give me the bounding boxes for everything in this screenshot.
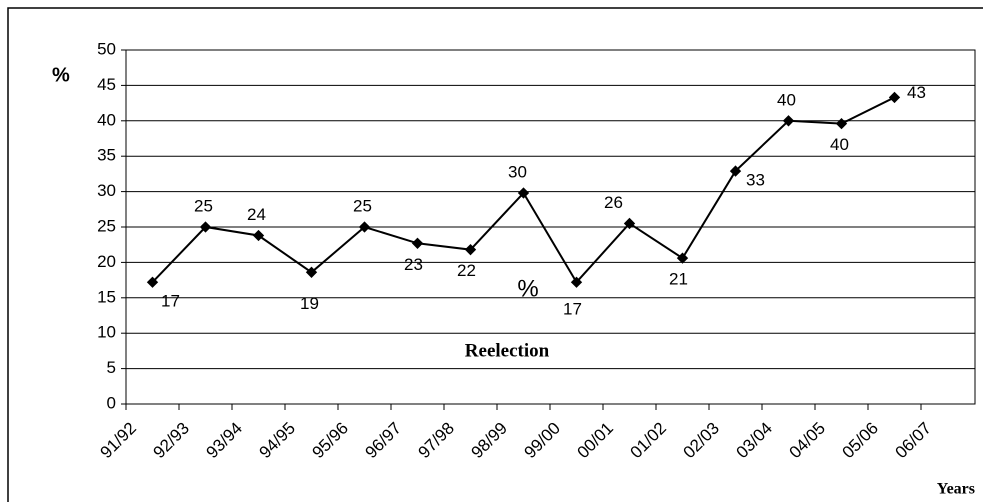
frame [7,7,983,502]
x-tick-label: 91/92 [96,419,140,463]
marker [146,276,159,288]
x-tick-label: 97/98 [414,419,458,463]
y-tick-label: 0 [107,393,116,412]
data-label: 26 [604,193,623,212]
y-tick-label: 50 [97,39,116,58]
data-label: 40 [777,90,796,109]
marker [729,165,742,177]
data-label: 22 [457,261,476,280]
marker [835,117,848,130]
marker [252,229,265,242]
marker [623,217,636,230]
x-tick-label: 96/97 [361,419,405,463]
data-label: 25 [194,196,213,215]
x-tick-label: 01/02 [626,419,670,463]
marker [358,221,371,233]
marker [305,266,318,278]
data-label: 21 [669,270,688,289]
marker [464,243,477,256]
data-label: 17 [161,292,180,311]
data-label: 40 [830,135,849,154]
y-tick-label: 25 [97,216,116,235]
marker [199,221,212,233]
x-tick-label: 92/93 [149,419,193,463]
y-tick-label: 10 [97,323,116,342]
x-tick-label: 93/94 [202,419,246,463]
marker [888,91,901,104]
x-tick-label: 05/06 [838,419,882,463]
x-tick-label: 00/01 [573,419,617,463]
marker [517,187,530,199]
data-label: 25 [353,196,372,215]
y-tick-label: 40 [97,110,116,129]
x-tick-label: 06/07 [891,419,935,463]
x-tick-label: 04/05 [785,419,829,463]
data-label: 19 [300,294,319,313]
x-tick-label: 03/04 [732,419,776,463]
x-tick-label: 02/03 [679,419,723,463]
y-tick-label: 30 [97,181,116,200]
x-tick-label: 99/00 [520,419,564,463]
data-label: 24 [247,205,266,224]
x-tick-label: 98/99 [467,419,511,463]
y-axis-label: % [52,64,70,86]
data-label: 33 [746,171,765,190]
y-tick-label: 35 [97,146,116,165]
annotation: Reelection [465,340,550,361]
marker [411,237,424,249]
x-tick-label: 94/95 [255,419,299,463]
data-label: 23 [404,255,423,274]
x-axis-label: Years [937,481,975,498]
y-tick-label: 20 [97,252,116,271]
data-label: 43 [907,83,926,102]
data-label: 30 [508,163,527,182]
data-label: 17 [563,300,582,319]
y-tick-label: 5 [107,358,116,377]
annotation: % [517,275,538,302]
y-tick-label: 15 [97,287,116,306]
x-tick-label: 95/96 [308,419,352,463]
marker [570,276,583,288]
y-tick-label: 45 [97,75,116,94]
